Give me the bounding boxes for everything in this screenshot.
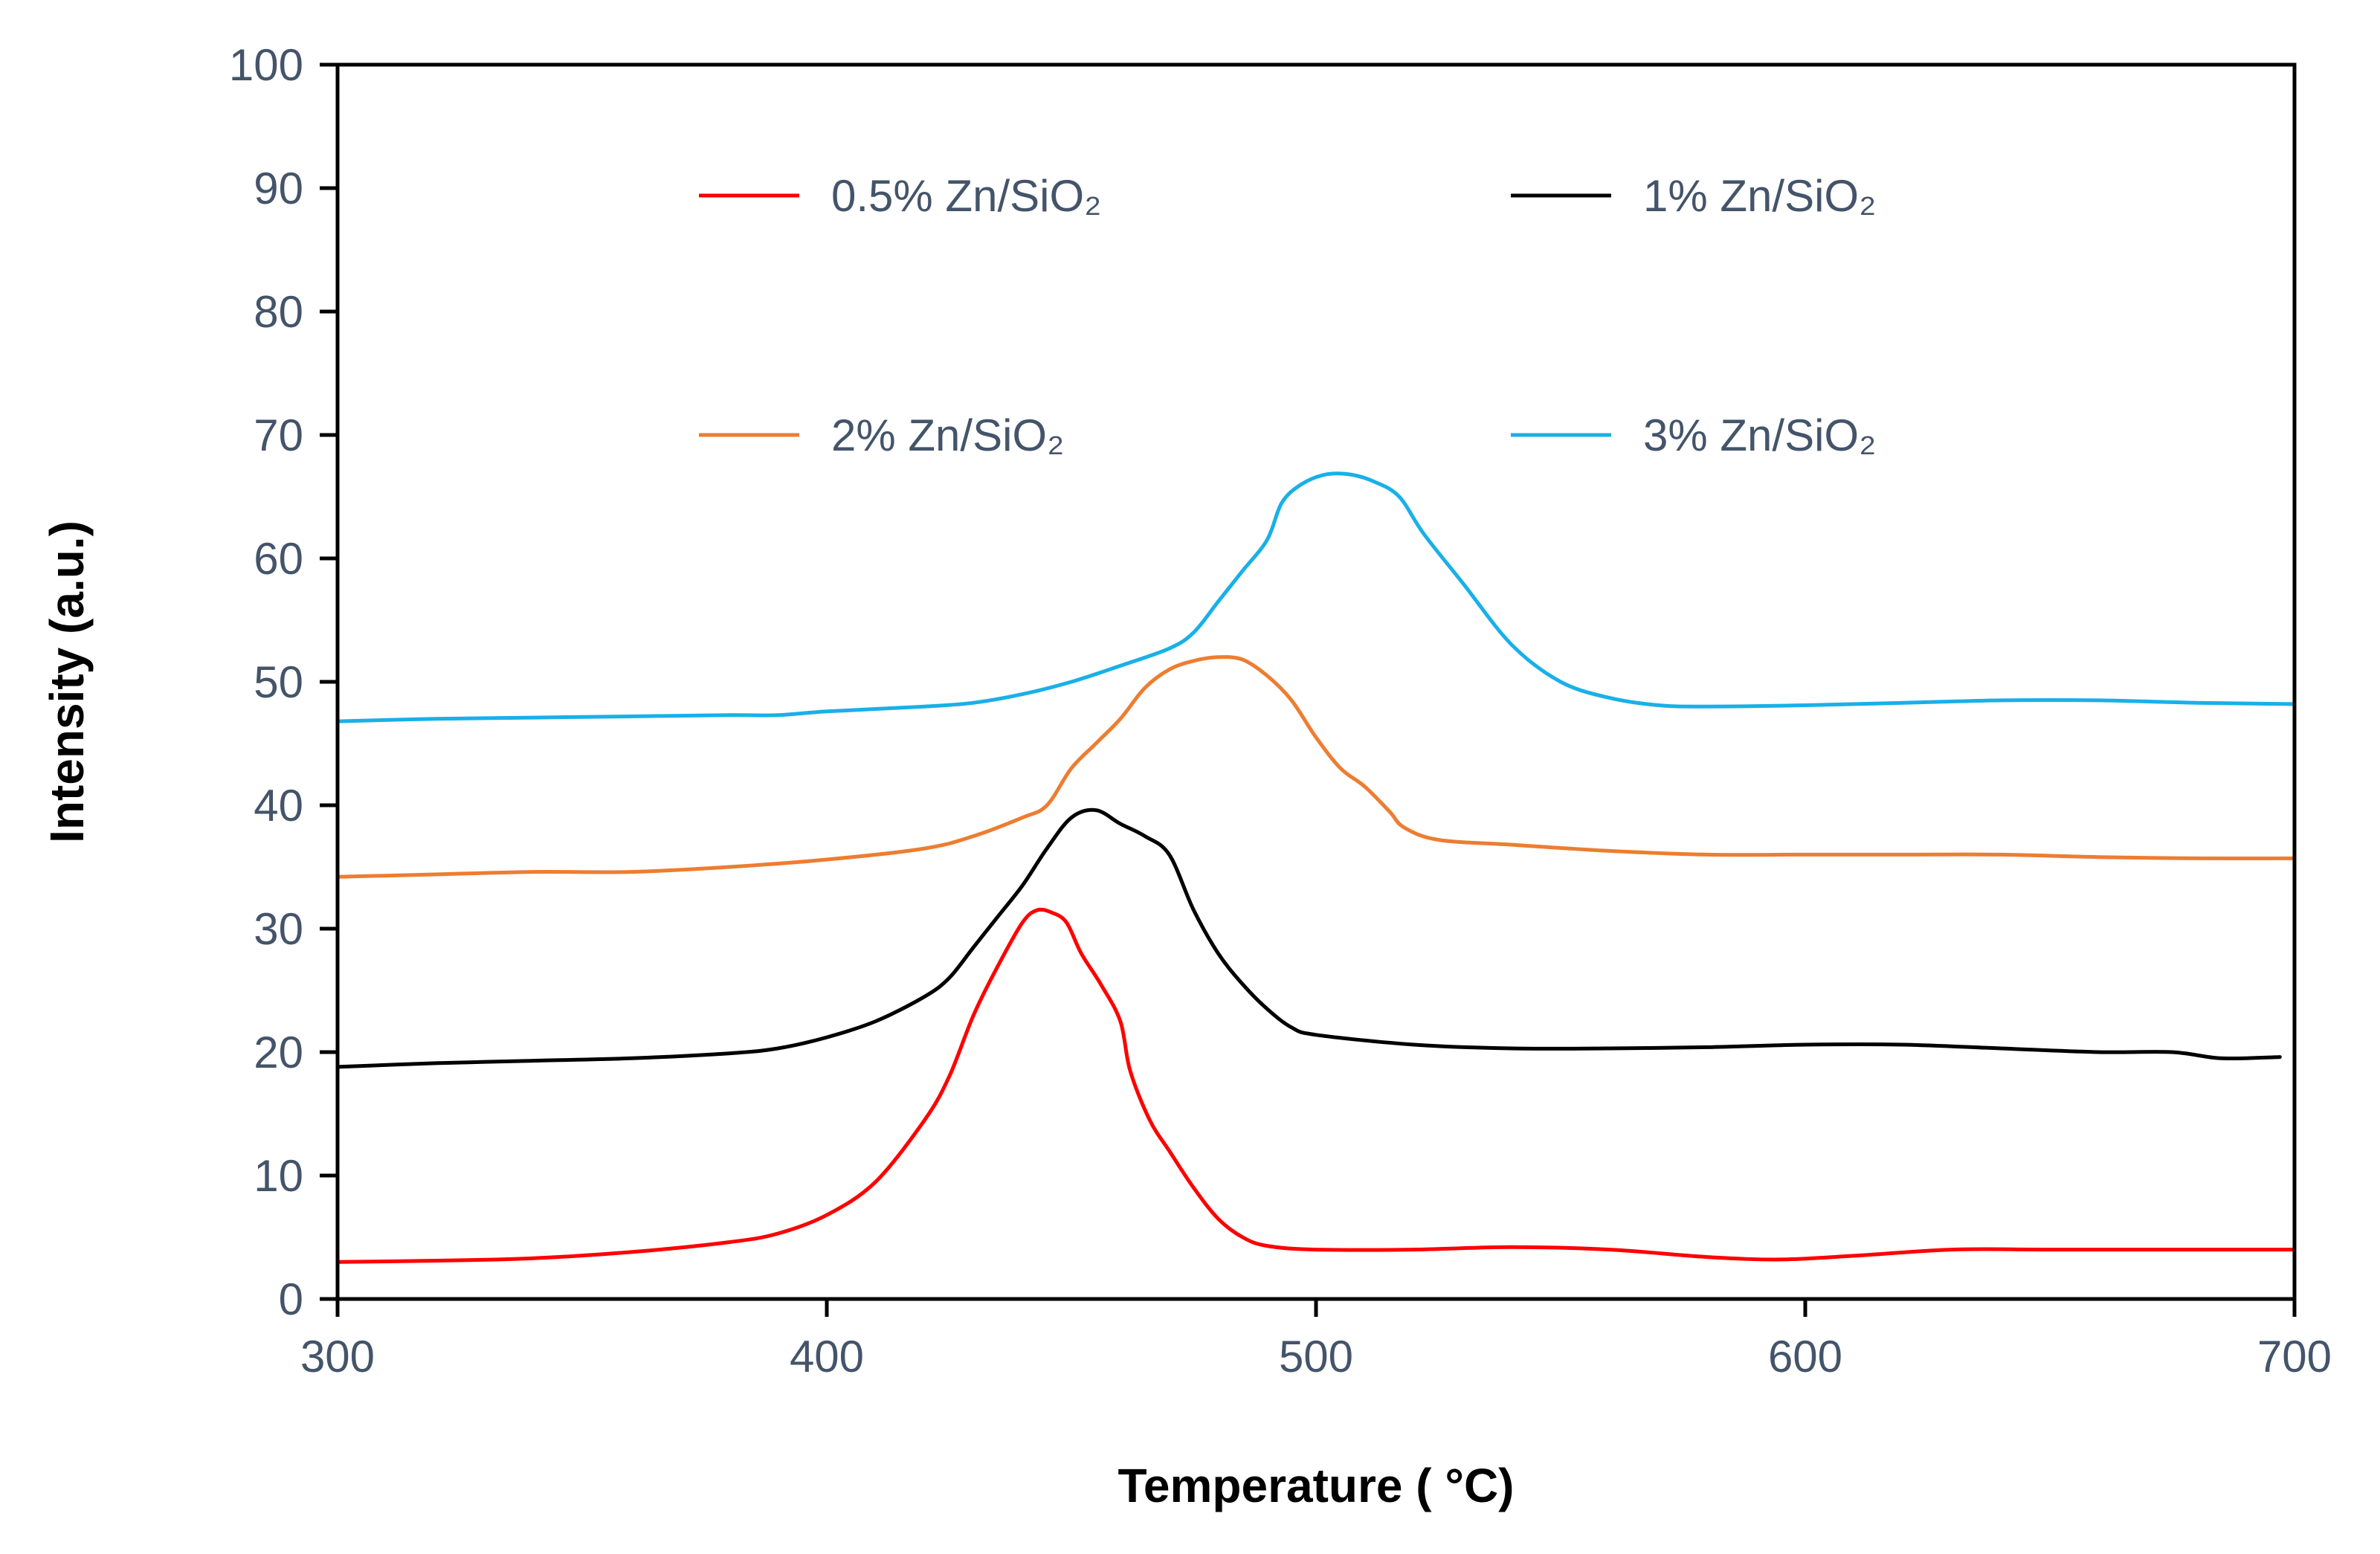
- y-axis-title: Intensity (a.u.): [40, 520, 94, 843]
- x-tick-label: 700: [2257, 1332, 2332, 1381]
- y-tick-label: 0: [279, 1274, 303, 1324]
- x-tick-label: 400: [790, 1332, 864, 1381]
- series-line-1-zn-sio: [335, 807, 2282, 1069]
- y-tick-label: 60: [254, 534, 303, 584]
- y-tick-label: 100: [229, 40, 303, 90]
- x-tick-label: 300: [300, 1332, 375, 1381]
- y-tick-label: 30: [254, 904, 303, 954]
- y-tick-label: 80: [254, 287, 303, 337]
- x-tick-label: 500: [1279, 1332, 1353, 1381]
- axis-ticks: 0 10 20 30 40 50 60 70 80 90 100 300 400 500 600 700: [229, 40, 2332, 1381]
- series-line-0-5-zn-sio: [335, 907, 2297, 1264]
- legend-label-0-5-zn-sio: 0.5% Zn/SiO₂: [831, 171, 1101, 221]
- series-layer: [335, 471, 2297, 1264]
- legend-label-1-zn-sio: 1% Zn/SiO₂: [1643, 171, 1876, 221]
- y-tick-label: 50: [254, 657, 303, 707]
- legend: 0.5% Zn/SiO₂ 1% Zn/SiO₂ 2% Zn/SiO₂ 3% Zn/Si…: [699, 171, 1876, 460]
- y-tick-label: 20: [254, 1028, 303, 1077]
- y-tick-label: 90: [254, 164, 303, 213]
- legend-label-3-zn-sio: 3% Zn/SiO₂: [1643, 410, 1876, 460]
- legend-label-2-zn-sio: 2% Zn/SiO₂: [831, 410, 1064, 460]
- series-line-3-zn-sio: [335, 471, 2297, 723]
- x-tick-label: 600: [1768, 1332, 1842, 1381]
- y-tick-label: 70: [254, 410, 303, 460]
- x-axis-title: Temperature ( °C): [1118, 1459, 1515, 1512]
- series-line-2-zn-sio: [335, 655, 2297, 879]
- y-tick-label: 10: [254, 1151, 303, 1201]
- y-tick-label: 40: [254, 781, 303, 831]
